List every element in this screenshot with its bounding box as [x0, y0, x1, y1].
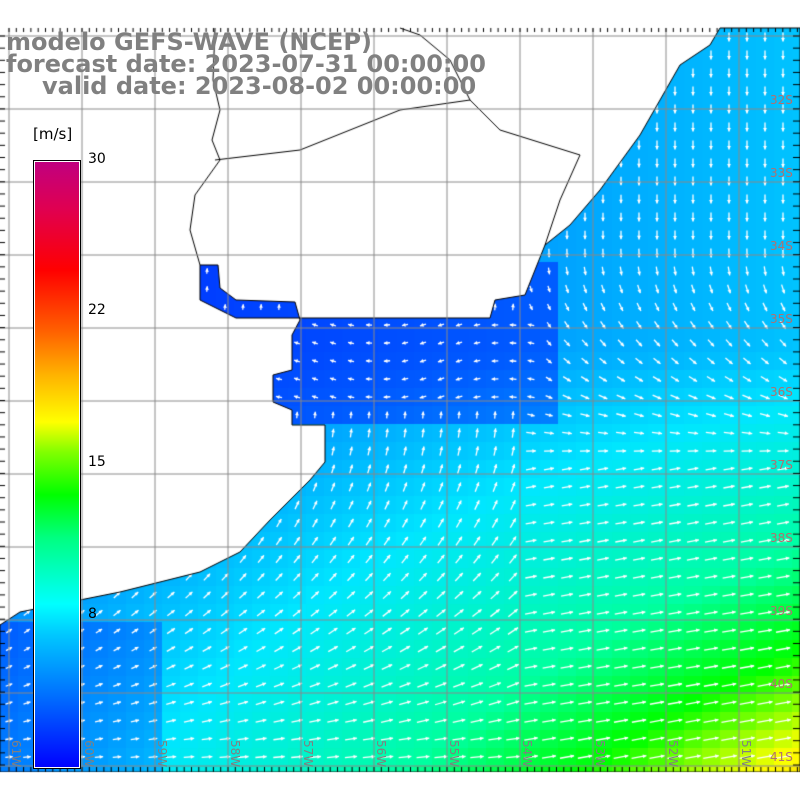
colorbar	[33, 160, 81, 769]
latitude-label: 33S	[770, 166, 793, 180]
colorbar-label-8: 8	[88, 606, 97, 622]
colorbar-unit: [m/s]	[33, 125, 73, 143]
latitude-label: 36S	[770, 385, 793, 399]
longitude-label: 55W	[447, 740, 461, 768]
colorbar-label-15: 15	[88, 454, 106, 470]
longitude-label: 54W	[520, 740, 534, 768]
colorbar-label-30: 30	[88, 151, 106, 167]
longitude-label: 60W	[82, 740, 96, 768]
latitude-label: 35S	[770, 312, 793, 326]
longitude-label: 52W	[666, 740, 680, 768]
longitude-label: 57W	[301, 740, 315, 768]
latitude-label: 39S	[770, 604, 793, 618]
longitude-label: 51W	[739, 740, 753, 768]
title-model: modelo GEFS-WAVE (NCEP)	[6, 28, 372, 56]
longitude-label: 58W	[228, 740, 242, 768]
longitude-label: 59W	[155, 740, 169, 768]
title-forecast-date: forecast date: 2023-07-31 00:00:00	[6, 50, 486, 78]
latitude-label: 40S	[770, 677, 793, 691]
longitude-label: 61W	[9, 740, 23, 768]
colorbar-label-22: 22	[88, 302, 106, 318]
latitude-label: 34S	[770, 239, 793, 253]
latitude-label: 32S	[770, 93, 793, 107]
latitude-label: 41S	[770, 750, 793, 764]
title-valid-date: valid date: 2023-08-02 00:00:00	[42, 72, 477, 100]
longitude-label: 56W	[374, 740, 388, 768]
longitude-label: 53W	[593, 740, 607, 768]
latitude-label: 38S	[770, 531, 793, 545]
latitude-label: 37S	[770, 458, 793, 472]
